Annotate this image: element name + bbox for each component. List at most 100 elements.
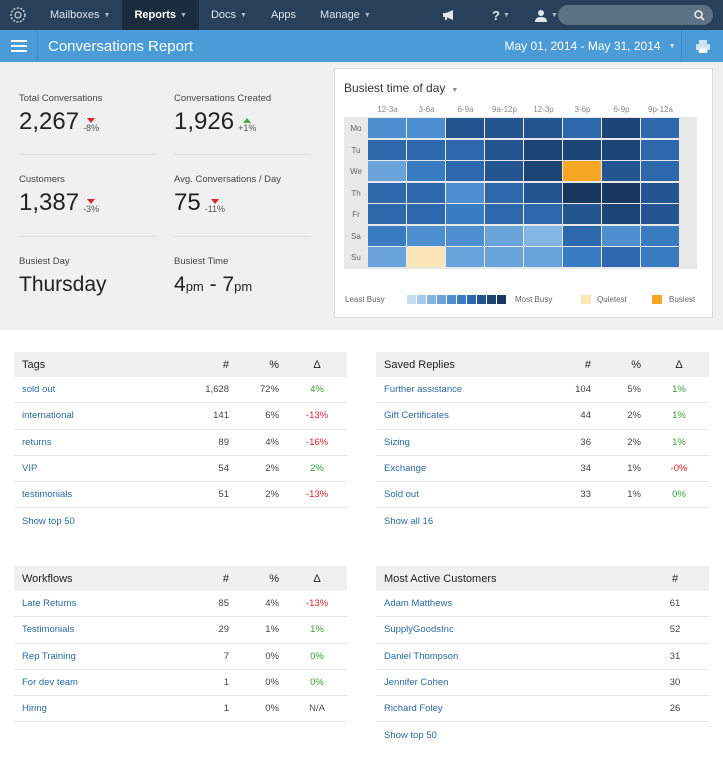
heatmap-cell[interactable]: [563, 118, 601, 138]
heatmap-cell[interactable]: [368, 247, 406, 267]
show-more-link[interactable]: Show top 50: [384, 729, 437, 741]
table-row: SupplyGoodsInc 52: [376, 617, 709, 644]
heatmap-cell[interactable]: [485, 118, 523, 138]
megaphone-icon[interactable]: [432, 0, 468, 30]
nav-reports[interactable]: Reports ▼: [122, 0, 199, 30]
heatmap-cell[interactable]: [641, 118, 679, 138]
heatmap-cell[interactable]: [407, 204, 445, 224]
heatmap-cell[interactable]: [563, 247, 601, 267]
trend-up-icon: [243, 118, 252, 123]
heatmap-cell[interactable]: [446, 182, 484, 203]
row-link[interactable]: Late Returns: [22, 598, 77, 610]
heatmap-cell[interactable]: [602, 139, 640, 160]
help-icon[interactable]: ? ▼: [492, 7, 510, 23]
heatmap-cell[interactable]: [446, 118, 484, 138]
row-link[interactable]: Adam Matthews: [384, 598, 453, 610]
heatmap-cell[interactable]: [641, 247, 679, 267]
row-link[interactable]: SupplyGoodsInc: [384, 624, 454, 636]
heatmap-cell[interactable]: [524, 118, 562, 138]
nav-manage[interactable]: Manage ▼: [308, 0, 383, 30]
heatmap-cell[interactable]: [485, 247, 523, 267]
heatmap-cell[interactable]: [524, 225, 562, 246]
row-link[interactable]: Testimonials: [22, 624, 75, 636]
row-link[interactable]: Richard Foley: [384, 703, 443, 715]
heatmap-cell[interactable]: [407, 139, 445, 160]
row-link[interactable]: Sizing: [384, 436, 410, 448]
heatmap-cell[interactable]: [407, 247, 445, 267]
heatmap-cell[interactable]: [368, 225, 406, 246]
heatmap-cell[interactable]: [368, 182, 406, 203]
search-input[interactable]: [558, 5, 713, 25]
heatmap-cell[interactable]: [563, 139, 601, 160]
user-icon[interactable]: ▼: [524, 0, 568, 30]
heatmap-cell[interactable]: [368, 204, 406, 224]
heatmap-cell[interactable]: [368, 161, 406, 181]
heatmap-cell[interactable]: [446, 161, 484, 181]
heatmap-cell[interactable]: [485, 161, 523, 181]
row-link[interactable]: Further assistance: [384, 384, 463, 396]
heatmap-cell[interactable]: [641, 204, 679, 224]
hamburger-menu-icon[interactable]: [0, 30, 38, 62]
nav-apps[interactable]: Apps: [259, 0, 308, 30]
heatmap-cell[interactable]: [446, 139, 484, 160]
heatmap-cell[interactable]: [407, 118, 445, 138]
heatmap-cell[interactable]: [641, 161, 679, 181]
row-link[interactable]: Rep Training: [22, 650, 76, 662]
row-link[interactable]: Daniel Thompson: [384, 650, 459, 662]
heatmap-cell[interactable]: [407, 225, 445, 246]
row-link[interactable]: returns: [22, 436, 52, 448]
heatmap-cell[interactable]: [524, 204, 562, 224]
stat-change: +1%: [238, 123, 257, 133]
stat-label: Avg. Conversations / Day: [174, 174, 282, 185]
heatmap-cell[interactable]: [563, 225, 601, 246]
heatmap-cell[interactable]: [602, 182, 640, 203]
heatmap-cell[interactable]: [563, 161, 601, 181]
heatmap-cell[interactable]: [407, 182, 445, 203]
row-link[interactable]: Jennifer Cohen: [384, 677, 449, 689]
heatmap-cell[interactable]: [524, 139, 562, 160]
heatmap-cell[interactable]: [602, 204, 640, 224]
show-more-link[interactable]: Show all 16: [384, 515, 434, 527]
heatmap-cell[interactable]: [485, 139, 523, 160]
row-link[interactable]: VIP: [22, 463, 38, 475]
row-link[interactable]: Hiring: [22, 703, 47, 715]
search-icon[interactable]: [694, 9, 705, 21]
heatmap-title-dropdown[interactable]: Busiest time of day ▼: [344, 81, 458, 95]
heatmap-cell[interactable]: [602, 225, 640, 246]
heatmap-row-label: Su: [351, 253, 361, 262]
heatmap-cell[interactable]: [368, 118, 406, 138]
heatmap-cell[interactable]: [446, 247, 484, 267]
row-link[interactable]: sold out: [22, 384, 56, 396]
logo-icon[interactable]: [0, 0, 36, 30]
heatmap-cell[interactable]: [563, 204, 601, 224]
heatmap-cell[interactable]: [368, 139, 406, 160]
heatmap-cell[interactable]: [524, 247, 562, 267]
show-more-link[interactable]: Show top 50: [22, 515, 75, 527]
row-link[interactable]: For dev team: [22, 677, 78, 689]
heatmap-cell[interactable]: [563, 182, 601, 203]
row-link[interactable]: Exchange: [384, 463, 427, 475]
heatmap-cell[interactable]: [485, 204, 523, 224]
heatmap-cell[interactable]: [524, 182, 562, 203]
heatmap-cell[interactable]: [641, 182, 679, 203]
heatmap-cell[interactable]: [485, 182, 523, 203]
heatmap-cell[interactable]: [602, 118, 640, 138]
row-link[interactable]: international: [22, 410, 74, 422]
print-icon[interactable]: [681, 30, 723, 62]
heatmap-cell[interactable]: [641, 225, 679, 246]
heatmap-cell[interactable]: [446, 225, 484, 246]
date-range-picker[interactable]: May 01, 2014 - May 31, 2014 ▼: [500, 30, 680, 62]
row-link[interactable]: Sold out: [384, 489, 419, 501]
heatmap-cell[interactable]: [641, 139, 679, 160]
heatmap-cell[interactable]: [602, 161, 640, 181]
nav-docs[interactable]: Docs ▼: [199, 0, 259, 30]
nav-mailboxes[interactable]: Mailboxes ▼: [38, 0, 122, 30]
heatmap-cell[interactable]: [524, 161, 562, 181]
heatmap-cell[interactable]: [446, 204, 484, 224]
row-link[interactable]: testimonials: [22, 489, 73, 501]
row-link[interactable]: Gift Certificates: [384, 410, 449, 422]
heatmap-cell[interactable]: [485, 225, 523, 246]
heatmap-cell[interactable]: [602, 247, 640, 267]
chevron-down-icon: ▼: [240, 11, 247, 19]
heatmap-cell[interactable]: [407, 161, 445, 181]
